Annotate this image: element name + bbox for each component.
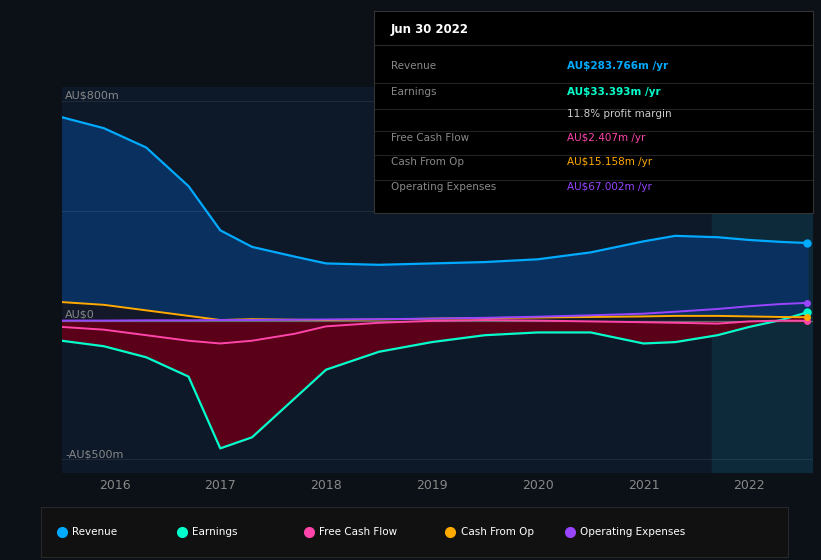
Text: Cash From Op: Cash From Op (391, 157, 464, 167)
Text: Operating Expenses: Operating Expenses (391, 181, 497, 192)
Text: Cash From Op: Cash From Op (461, 527, 534, 537)
Bar (713, 87, 813, 473)
Text: Revenue: Revenue (391, 60, 436, 71)
Text: 11.8% profit margin: 11.8% profit margin (566, 109, 672, 119)
Text: Operating Expenses: Operating Expenses (580, 527, 686, 537)
Text: Revenue: Revenue (72, 527, 117, 537)
Text: AU$0: AU$0 (66, 310, 95, 319)
Text: Earnings: Earnings (391, 87, 437, 97)
Text: AU$67.002m /yr: AU$67.002m /yr (566, 181, 652, 192)
Text: AU$800m: AU$800m (66, 91, 120, 101)
Text: Jun 30 2022: Jun 30 2022 (391, 23, 469, 36)
Text: AU$33.393m /yr: AU$33.393m /yr (566, 87, 660, 97)
Text: -AU$500m: -AU$500m (66, 449, 124, 459)
Text: Earnings: Earnings (192, 527, 237, 537)
Text: Free Cash Flow: Free Cash Flow (319, 527, 397, 537)
Text: AU$2.407m /yr: AU$2.407m /yr (566, 133, 645, 143)
Text: AU$283.766m /yr: AU$283.766m /yr (566, 60, 668, 71)
Text: Free Cash Flow: Free Cash Flow (391, 133, 470, 143)
Text: AU$15.158m /yr: AU$15.158m /yr (566, 157, 652, 167)
